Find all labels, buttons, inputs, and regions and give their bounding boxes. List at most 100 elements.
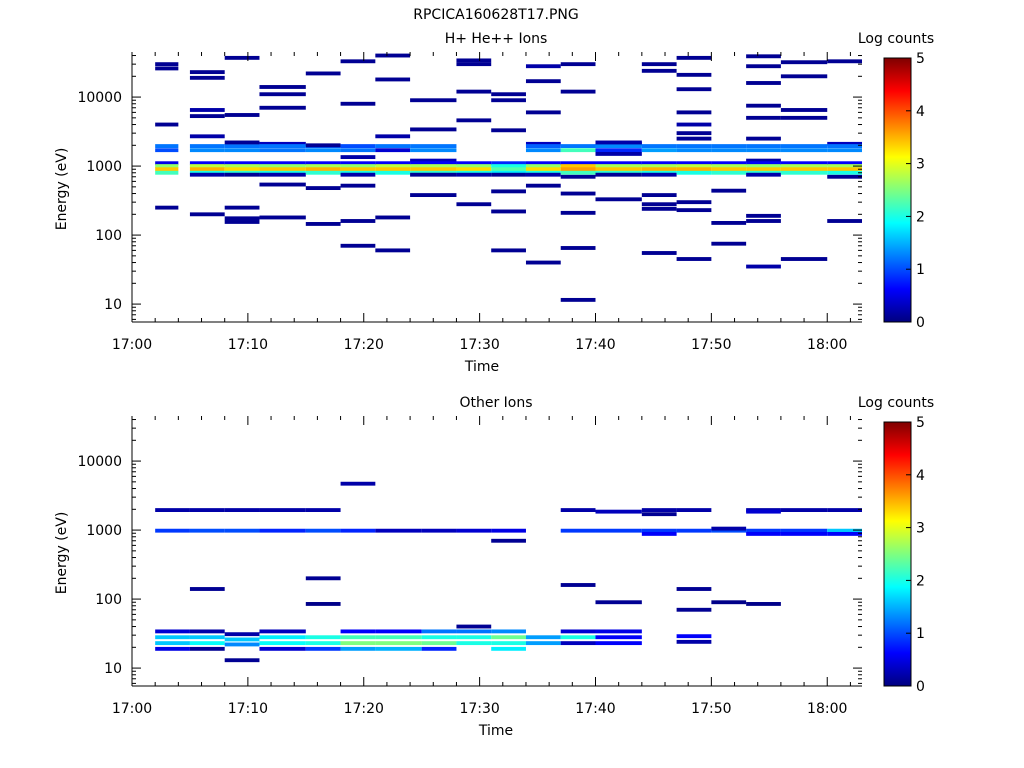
heatmap-cell — [259, 141, 306, 146]
heatmap-cell — [827, 219, 862, 223]
heatmap-cell — [595, 144, 642, 148]
heatmap-cell — [189, 108, 225, 112]
heatmap-cell — [375, 629, 422, 634]
heatmap-cell — [641, 62, 677, 67]
top-colorbar: 0 1 2 3 4 5 — [883, 51, 925, 331]
heatmap-cell — [641, 144, 677, 148]
heatmap-cell — [746, 81, 781, 85]
heatmap-cell — [560, 508, 596, 512]
heatmap-cell — [560, 174, 596, 179]
heatmap-cell — [456, 161, 492, 166]
heatmap-cell — [259, 92, 306, 97]
heatmap-cell — [259, 629, 306, 634]
heatmap-cell — [340, 629, 376, 634]
heatmap-cell — [491, 189, 526, 194]
heatmap-cell — [340, 164, 376, 169]
heatmap-cell — [305, 641, 341, 646]
x-tick-label: 17:40 — [575, 337, 615, 353]
heatmap-cell — [711, 526, 747, 531]
colorbar-tick-label: 3 — [916, 521, 925, 537]
heatmap-cell — [827, 167, 862, 172]
heatmap-cell — [525, 641, 561, 646]
heatmap-cell — [375, 144, 411, 148]
heatmap-cell — [305, 528, 341, 533]
top-x-axis-label: Time — [464, 359, 499, 375]
heatmap-cell — [595, 509, 642, 514]
colorbar-tick-label: 0 — [916, 679, 925, 695]
heatmap-cell — [491, 209, 526, 214]
y-tick-label: 10 — [104, 297, 122, 313]
heatmap-cell — [780, 531, 828, 536]
heatmap-cell — [595, 164, 642, 169]
heatmap-cell — [491, 128, 526, 133]
heatmap-cell — [491, 167, 526, 172]
heatmap-cell — [560, 144, 596, 148]
heatmap-cell — [641, 531, 677, 536]
heatmap-cell — [155, 205, 179, 210]
heatmap-cell — [456, 202, 492, 207]
colorbar-tick-label: 4 — [916, 468, 925, 484]
heatmap-cell — [711, 148, 747, 153]
heatmap-cell — [155, 161, 179, 166]
x-tick-label: 17:20 — [344, 701, 384, 717]
heatmap-cell — [525, 164, 561, 169]
heatmap-cell — [780, 108, 828, 112]
heatmap-cell — [641, 202, 677, 207]
heatmap-cell — [676, 167, 712, 172]
heatmap-cell — [525, 141, 561, 146]
x-tick-label: 17:50 — [691, 701, 731, 717]
heatmap-cell — [595, 167, 642, 172]
heatmap-cell — [560, 629, 596, 634]
heatmap-cell — [780, 528, 828, 533]
x-tick-label: 17:10 — [228, 701, 268, 717]
heatmap-cell — [340, 243, 376, 248]
heatmap-cell — [711, 164, 747, 169]
y-tick-label: 100 — [95, 228, 122, 244]
heatmap-cell — [456, 58, 492, 63]
heatmap-cell — [676, 136, 712, 141]
heatmap-cell — [259, 85, 306, 89]
heatmap-cell — [340, 646, 376, 651]
heatmap-cell — [410, 172, 457, 177]
colorbar-tick-label: 2 — [916, 573, 925, 589]
heatmap-cell — [827, 174, 862, 179]
heatmap-cell — [641, 528, 677, 533]
heatmap-cell — [259, 508, 306, 512]
heatmap-cell — [676, 208, 712, 213]
heatmap-cell — [827, 164, 862, 169]
heatmap-cell — [827, 531, 862, 536]
heatmap-cell — [491, 538, 526, 543]
heatmap-cell — [305, 635, 341, 640]
colorbar-tick-label: 0 — [916, 315, 925, 331]
top-heatmap-cells — [155, 53, 862, 302]
heatmap-cell — [410, 148, 457, 153]
heatmap-cell — [456, 172, 492, 177]
heatmap-cell — [827, 148, 862, 153]
heatmap-cell — [746, 64, 781, 69]
x-tick-label: 17:30 — [459, 701, 499, 717]
bottom-colorbar: 0 1 2 3 4 5 — [883, 415, 925, 695]
heatmap-cell — [560, 148, 596, 153]
heatmap-cell — [676, 639, 712, 644]
heatmap-cell — [224, 205, 260, 210]
heatmap-cell — [525, 183, 561, 188]
heatmap-cell — [155, 62, 179, 67]
heatmap-cell — [189, 528, 225, 533]
heatmap-cell — [711, 167, 747, 172]
heatmap-cell — [595, 151, 642, 156]
heatmap-cell — [491, 248, 526, 253]
heatmap-cell — [641, 161, 677, 166]
heatmap-cell — [224, 140, 260, 145]
heatmap-cell — [305, 222, 341, 226]
heatmap-cell — [305, 186, 341, 191]
heatmap-cell — [780, 508, 828, 512]
heatmap-cell — [676, 148, 712, 153]
heatmap-cell — [456, 528, 492, 533]
heatmap-cell — [224, 220, 260, 224]
y-tick-label: 10 — [104, 661, 122, 677]
heatmap-cell — [676, 87, 712, 92]
heatmap-cell — [155, 144, 179, 148]
heatmap-cell — [595, 600, 642, 605]
heatmap-cell — [711, 161, 747, 166]
heatmap-cell — [746, 54, 781, 59]
